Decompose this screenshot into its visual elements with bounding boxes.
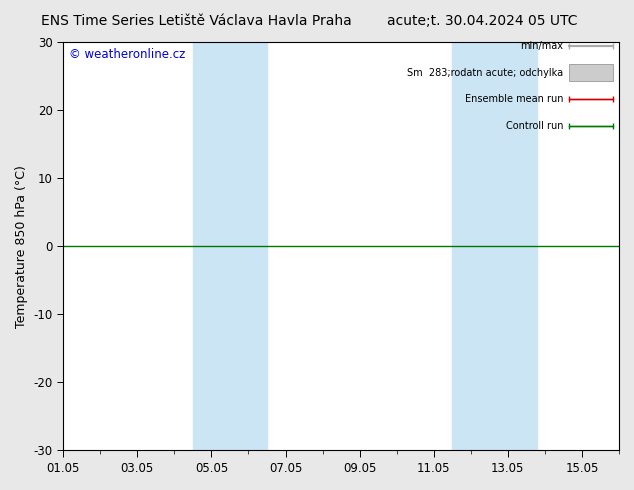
Bar: [193, 42, 267, 450]
Text: ENS Time Series Letiště Václava Havla Praha: ENS Time Series Letiště Václava Havla Pr…: [41, 14, 352, 28]
Y-axis label: Temperature 850 hPa (°C): Temperature 850 hPa (°C): [15, 165, 28, 327]
FancyBboxPatch shape: [569, 65, 614, 81]
Text: Ensemble mean run: Ensemble mean run: [465, 94, 564, 104]
Bar: [452, 42, 538, 450]
Text: Controll run: Controll run: [506, 121, 564, 131]
Text: acute;t. 30.04.2024 05 UTC: acute;t. 30.04.2024 05 UTC: [387, 14, 577, 28]
Text: min/max: min/max: [521, 41, 564, 51]
Text: Sm  283;rodatn acute; odchylka: Sm 283;rodatn acute; odchylka: [407, 68, 564, 77]
Text: © weatheronline.cz: © weatheronline.cz: [68, 48, 185, 61]
